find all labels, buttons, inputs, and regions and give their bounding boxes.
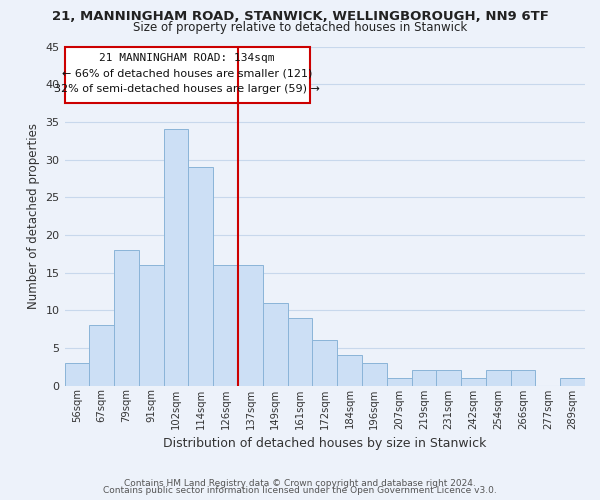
Bar bbox=[461, 378, 486, 386]
Bar bbox=[337, 356, 362, 386]
Text: Contains HM Land Registry data © Crown copyright and database right 2024.: Contains HM Land Registry data © Crown c… bbox=[124, 478, 476, 488]
Bar bbox=[114, 250, 139, 386]
Bar bbox=[139, 265, 164, 386]
Bar bbox=[89, 325, 114, 386]
Text: ← 66% of detached houses are smaller (121): ← 66% of detached houses are smaller (12… bbox=[62, 68, 313, 78]
Bar bbox=[486, 370, 511, 386]
Text: 32% of semi-detached houses are larger (59) →: 32% of semi-detached houses are larger (… bbox=[54, 84, 320, 94]
Text: 21 MANNINGHAM ROAD: 134sqm: 21 MANNINGHAM ROAD: 134sqm bbox=[100, 53, 275, 63]
Bar bbox=[263, 302, 287, 386]
Bar bbox=[387, 378, 412, 386]
Bar bbox=[511, 370, 535, 386]
Bar bbox=[287, 318, 313, 386]
Y-axis label: Number of detached properties: Number of detached properties bbox=[27, 123, 40, 309]
Bar bbox=[65, 363, 89, 386]
Bar bbox=[213, 265, 238, 386]
Bar bbox=[560, 378, 585, 386]
Bar bbox=[313, 340, 337, 386]
Text: 21, MANNINGHAM ROAD, STANWICK, WELLINGBOROUGH, NN9 6TF: 21, MANNINGHAM ROAD, STANWICK, WELLINGBO… bbox=[52, 10, 548, 23]
FancyBboxPatch shape bbox=[65, 46, 310, 103]
Bar bbox=[238, 265, 263, 386]
Bar bbox=[188, 167, 213, 386]
X-axis label: Distribution of detached houses by size in Stanwick: Distribution of detached houses by size … bbox=[163, 437, 487, 450]
Text: Size of property relative to detached houses in Stanwick: Size of property relative to detached ho… bbox=[133, 21, 467, 34]
Bar bbox=[436, 370, 461, 386]
Text: Contains public sector information licensed under the Open Government Licence v3: Contains public sector information licen… bbox=[103, 486, 497, 495]
Bar bbox=[362, 363, 387, 386]
Bar bbox=[412, 370, 436, 386]
Bar bbox=[164, 130, 188, 386]
